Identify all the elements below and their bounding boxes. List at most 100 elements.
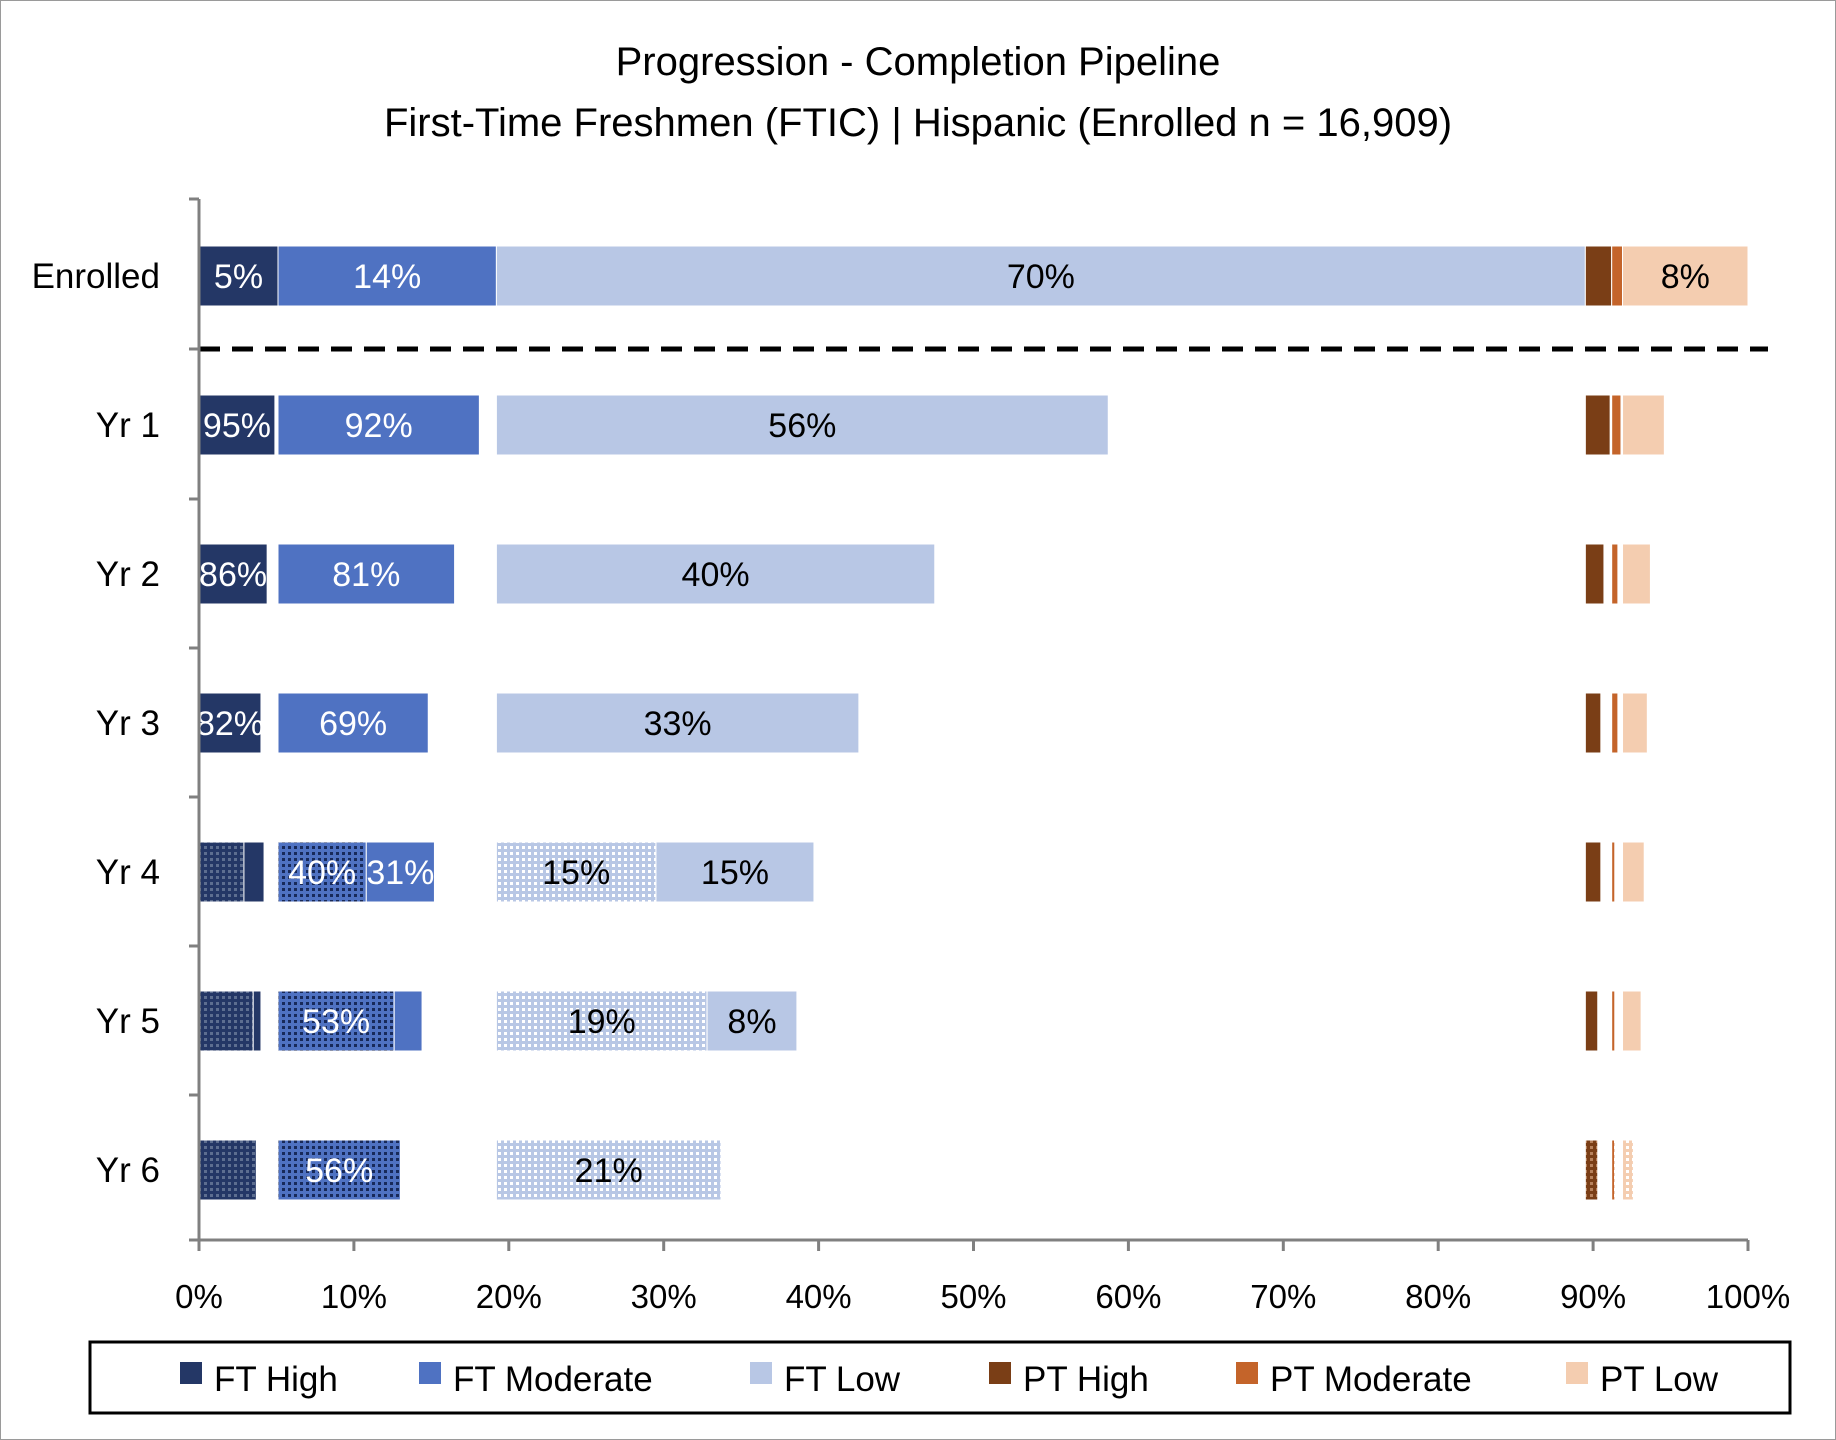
data-label-yr-6-ft-low-2: 21% — [575, 1152, 643, 1190]
legend-label-pt-low: PT Low — [1600, 1360, 1719, 1399]
bar-yr-1-ft-high — [198, 394, 276, 456]
bar-yr-6-ft-moderate-completed — [277, 1139, 401, 1201]
bar-enrolled-pt-moderate — [1611, 245, 1624, 307]
bar-yr-1-pt-low — [1622, 394, 1665, 456]
data-label-yr-5-ft-moderate-2: 53% — [302, 1003, 370, 1041]
x-tick-label-4: 40% — [786, 1278, 852, 1315]
x-tick-label-1: 10% — [321, 1278, 387, 1315]
legend-swatch-ft-moderate — [419, 1362, 441, 1384]
bar-yr-2-pt-high — [1584, 543, 1605, 605]
bar-yr-5-ft-high-continuing — [252, 990, 262, 1052]
data-label-yr-2-ft-high-0: 86% — [199, 556, 267, 594]
legend-label-pt-high: PT High — [1023, 1360, 1149, 1399]
x-tick-label-2: 20% — [476, 1278, 542, 1315]
bar-enrolled-ft-low — [495, 245, 1586, 307]
bar-enrolled-ft-moderate — [277, 245, 497, 307]
x-tick-label-0: 0% — [175, 1278, 223, 1315]
category-label-yr-1: Yr 1 — [96, 406, 160, 445]
bar-yr-1-pt-high — [1584, 394, 1611, 456]
bar-yr-5-pt-high — [1584, 990, 1599, 1052]
legend-label-ft-low: FT Low — [784, 1360, 901, 1399]
legend-label-ft-high: FT High — [214, 1360, 338, 1399]
bar-enrolled-ft-high — [198, 245, 279, 307]
category-label-yr-4: Yr 4 — [96, 853, 160, 892]
chart-title: Progression - Completion Pipeline — [616, 40, 1221, 84]
x-tick-label-8: 80% — [1405, 1278, 1471, 1315]
bar-yr-2-pt-moderate — [1611, 543, 1619, 605]
category-label-enrolled: Enrolled — [32, 257, 160, 296]
legend-swatch-pt-moderate — [1236, 1362, 1258, 1384]
legend-swatch-pt-low — [1566, 1362, 1588, 1384]
data-label-yr-2-ft-low-2: 40% — [682, 556, 750, 594]
bar-yr-2-ft-moderate — [277, 543, 456, 605]
legend-swatch-pt-high — [989, 1362, 1011, 1384]
bar-yr-3-pt-high — [1584, 692, 1602, 754]
data-label-yr-3-ft-low-2: 33% — [644, 705, 712, 743]
data-label-yr-4-ft-low-5: 15% — [701, 854, 769, 892]
bar-yr-6-pt-low-completed — [1622, 1139, 1634, 1201]
x-tick-label-3: 30% — [631, 1278, 697, 1315]
legend-label-ft-moderate: FT Moderate — [453, 1360, 653, 1399]
data-label-yr-4-ft-moderate-3: 31% — [366, 854, 434, 892]
data-label-yr-5-ft-low-4: 19% — [568, 1003, 636, 1041]
x-tick-label-5: 50% — [940, 1278, 1006, 1315]
bar-yr-1-pt-moderate — [1611, 394, 1622, 456]
bar-yr-6-ft-low-completed — [495, 1139, 722, 1201]
chart-subtitle: First-Time Freshmen (FTIC) | Hispanic (E… — [384, 101, 1452, 145]
data-label-enrolled-ft-low-2: 70% — [1007, 258, 1075, 296]
data-label-yr-5-ft-low-5: 8% — [727, 1003, 776, 1041]
category-label-yr-3: Yr 3 — [96, 704, 160, 743]
bar-yr-6-pt-moderate-completed — [1611, 1139, 1616, 1201]
bar-yr-3-pt-moderate — [1611, 692, 1619, 754]
data-label-yr-1-ft-moderate-1: 92% — [345, 407, 413, 445]
bar-yr-5-pt-moderate — [1611, 990, 1616, 1052]
bar-yr-4-ft-low-completed — [495, 841, 657, 903]
category-label-yr-6: Yr 6 — [96, 1151, 160, 1190]
bar-yr-4-ft-high-completed — [198, 841, 245, 903]
data-label-yr-4-ft-low-4: 15% — [542, 854, 610, 892]
bar-enrolled-pt-low — [1622, 245, 1749, 307]
bar-yr-2-pt-low — [1622, 543, 1651, 605]
bar-yr-2-ft-low — [495, 543, 936, 605]
bar-yr-5-ft-moderate-continuing — [393, 990, 423, 1052]
plot-area: 5% 14% 70% 8% 95% 92% 56% 86% 81% 40% 82% 69% 33% 40%… — [196, 245, 1749, 1201]
legend-swatch-ft-low — [750, 1362, 772, 1384]
category-label-yr-2: Yr 2 — [96, 555, 160, 594]
data-label-yr-1-ft-low-2: 56% — [768, 407, 836, 445]
bar-yr-5-ft-moderate-completed — [277, 990, 395, 1052]
data-label-yr-1-ft-high-0: 95% — [203, 407, 271, 445]
data-label-enrolled-ft-high-0: 5% — [214, 258, 263, 296]
legend: FT High FT Moderate FT Low PT High PT Modera… — [88, 1340, 1792, 1415]
bar-yr-5-pt-low — [1622, 990, 1642, 1052]
bar-yr-3-ft-high — [198, 692, 262, 754]
data-label-yr-3-ft-moderate-1: 69% — [319, 705, 387, 743]
legend-swatch-ft-high — [180, 1362, 202, 1384]
data-label-enrolled-pt-low-5: 8% — [1661, 258, 1710, 296]
bar-yr-4-ft-high-continuing — [243, 841, 265, 903]
x-tick-label-10: 100% — [1706, 1278, 1790, 1315]
legend-label-pt-moderate: PT Moderate — [1270, 1360, 1472, 1399]
bar-yr-4-pt-moderate — [1611, 841, 1616, 903]
axes: Enrolled Yr 1 Yr 2 Yr 3 Yr 4 Yr 5 Yr 6 0% 10% 20%… — [32, 197, 1790, 1315]
bar-yr-5-ft-high-completed — [198, 990, 254, 1052]
data-label-enrolled-ft-moderate-1: 14% — [353, 258, 421, 296]
bar-enrolled-pt-high — [1584, 245, 1613, 307]
data-label-yr-4-ft-moderate-2: 40% — [288, 854, 356, 892]
data-label-yr-3-ft-high-0: 82% — [196, 705, 264, 743]
data-label-yr-2-ft-moderate-1: 81% — [332, 556, 400, 594]
x-tick-label-7: 70% — [1250, 1278, 1316, 1315]
bar-yr-4-ft-moderate-continuing — [365, 841, 435, 903]
bar-yr-5-ft-low-completed — [495, 990, 708, 1052]
bar-yr-4-ft-low-continuing — [655, 841, 815, 903]
bar-yr-6-pt-high-completed — [1584, 1139, 1599, 1201]
bar-yr-3-ft-moderate — [277, 692, 429, 754]
bar-yr-1-ft-moderate — [277, 394, 480, 456]
x-tick-label-6: 60% — [1095, 1278, 1161, 1315]
x-tick-label-9: 90% — [1560, 1278, 1626, 1315]
legend-box — [88, 1340, 1792, 1415]
bar-yr-5-ft-low-continuing — [706, 990, 798, 1052]
bar-yr-1-ft-low — [495, 394, 1109, 456]
bar-yr-6-ft-high-completed — [198, 1139, 257, 1201]
bar-yr-4-pt-low — [1622, 841, 1645, 903]
